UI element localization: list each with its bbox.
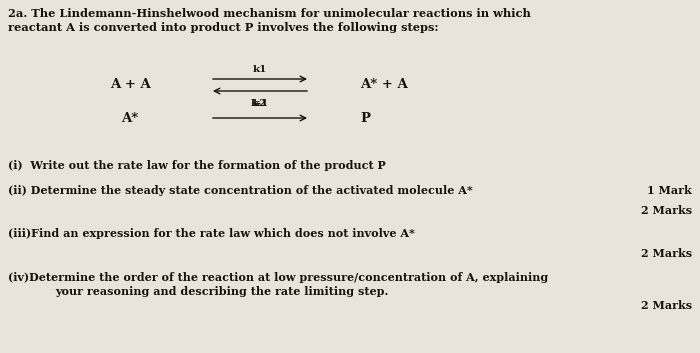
Text: A + A: A + A <box>110 78 150 91</box>
Text: A* + A: A* + A <box>360 78 407 91</box>
Text: 1 Mark: 1 Mark <box>648 185 692 196</box>
Text: reactant A is converted into product P involves the following steps:: reactant A is converted into product P i… <box>8 22 438 33</box>
Text: k-1: k-1 <box>251 98 269 108</box>
Text: your reasoning and describing the rate limiting step.: your reasoning and describing the rate l… <box>55 286 389 297</box>
Text: (i)  Write out the rate law for the formation of the product P: (i) Write out the rate law for the forma… <box>8 160 386 171</box>
Text: A*: A* <box>121 112 139 125</box>
Text: k2: k2 <box>253 100 267 108</box>
Text: 2 Marks: 2 Marks <box>641 300 692 311</box>
Text: 2 Marks: 2 Marks <box>641 248 692 259</box>
Text: (ii) Determine the steady state concentration of the activated molecule A*: (ii) Determine the steady state concentr… <box>8 185 472 196</box>
Text: P: P <box>360 112 370 125</box>
Text: 2a. The Lindemann-Hinshelwood mechanism for unimolecular reactions in which: 2a. The Lindemann-Hinshelwood mechanism … <box>8 8 531 19</box>
Text: (iii)Find an expression for the rate law which does not involve A*: (iii)Find an expression for the rate law… <box>8 228 415 239</box>
Text: 2 Marks: 2 Marks <box>641 205 692 216</box>
Text: k1: k1 <box>253 65 267 73</box>
Text: (iv)Determine the order of the reaction at low pressure/concentration of A, expl: (iv)Determine the order of the reaction … <box>8 272 548 283</box>
